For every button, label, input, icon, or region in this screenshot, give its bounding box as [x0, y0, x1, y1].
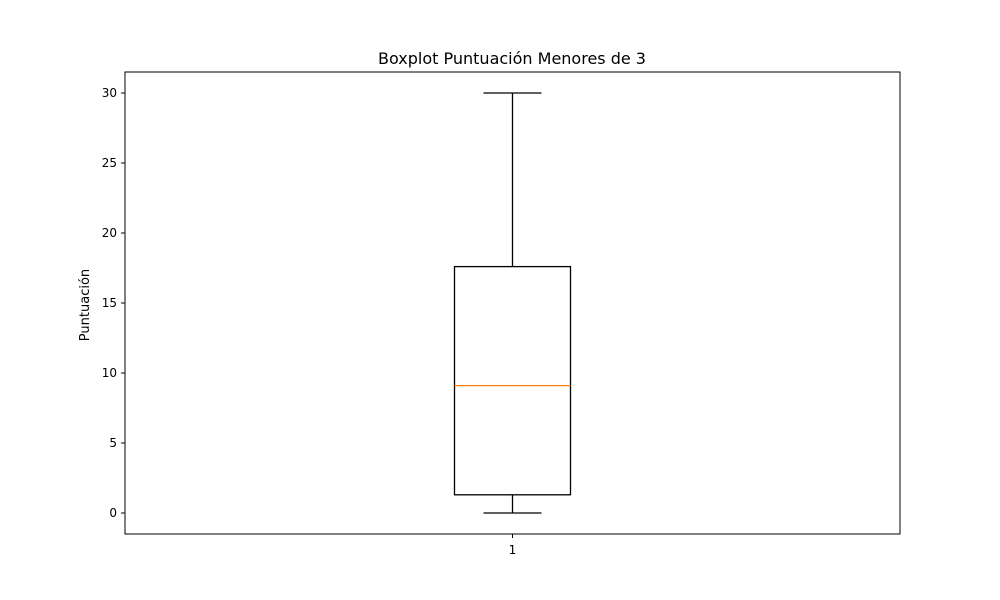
x-axis-ticks: 1 — [509, 534, 517, 557]
y-tick-label: 30 — [102, 86, 117, 100]
chart-title: Boxplot Puntuación Menores de 3 — [378, 49, 646, 68]
y-tick-label: 20 — [102, 226, 117, 240]
y-axis-ticks: 0 5 10 15 20 25 30 — [102, 86, 125, 520]
y-tick-label: 10 — [102, 366, 117, 380]
interquartile-box — [453, 265, 572, 496]
y-tick-label: 15 — [102, 296, 117, 310]
x-tick-label: 1 — [509, 543, 517, 557]
y-tick-label: 0 — [109, 506, 117, 520]
y-tick-label: 5 — [109, 436, 117, 450]
y-axis-label: Puntuación — [78, 269, 93, 341]
y-tick-label: 25 — [102, 156, 117, 170]
box-series — [453, 92, 572, 514]
